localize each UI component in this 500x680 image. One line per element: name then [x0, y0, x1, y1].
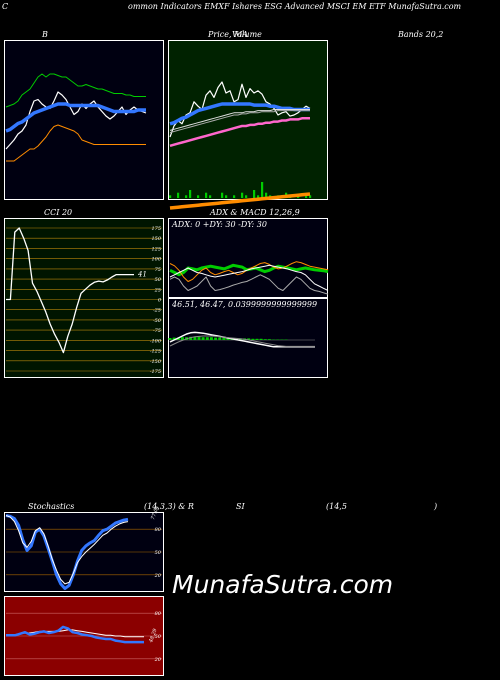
- macd-hist-bar: [197, 336, 201, 340]
- volume-bar: [189, 190, 192, 198]
- rsi-title: SI: [236, 502, 245, 511]
- adx-values: ADX: 0 +DY: 30 -DY: 30: [172, 220, 267, 229]
- bands-title-b: B: [42, 30, 48, 39]
- rsi-line: [6, 625, 144, 644]
- macd-hist-bar: [209, 337, 213, 340]
- rsi-tick-label: 80: [155, 611, 162, 617]
- cci-tick-label: 125: [151, 246, 161, 252]
- volume-title: Volume: [232, 30, 262, 39]
- macd-hist-bar: [172, 337, 176, 340]
- adx-series-2: [169, 264, 329, 291]
- volume-bar: [221, 192, 224, 198]
- cci-tick-label: -150: [150, 359, 162, 365]
- macd-hist-bar: [218, 337, 222, 340]
- adx-macd-title: ADX & MACD 12,26,9: [210, 208, 300, 217]
- volume-bar: [241, 192, 244, 198]
- volume-bar: [305, 195, 308, 198]
- macd-hist-bar: [222, 337, 226, 340]
- adx-panel: [168, 218, 328, 298]
- volume-bar: [245, 195, 248, 198]
- macd-hist-bar: [201, 337, 205, 340]
- price-ma-title: Price, MA: [208, 30, 249, 39]
- stoch-tick-label: 20: [154, 573, 162, 579]
- stoch-title: Stochastics: [28, 502, 75, 511]
- stoch-k-line: [5, 514, 129, 590]
- macd-hist-bar: [247, 338, 251, 340]
- bands-title: Bands 20,2: [398, 30, 444, 39]
- bands-panel: [4, 40, 164, 200]
- bands-series-1: [5, 102, 146, 133]
- volume-bar: [265, 192, 268, 198]
- volume-bar: [261, 182, 264, 198]
- cci-tick-label: 25: [154, 287, 161, 293]
- stoch-d-line: [5, 515, 129, 585]
- cci-title: CCI 20: [44, 208, 73, 217]
- macd-hist-bar: [205, 337, 209, 340]
- volume-bar: [177, 192, 180, 198]
- volume-bar: [233, 195, 236, 198]
- stoch-tick-label: 50: [155, 550, 162, 556]
- price-series-1: [169, 102, 310, 126]
- bands-series-2: [5, 73, 146, 108]
- cci-tick-label: -175: [150, 369, 161, 375]
- price-series-3: [169, 110, 310, 134]
- volume-bar: [309, 195, 312, 198]
- rsi-tick-label: 20: [154, 657, 162, 663]
- cci-tick-label: 75: [155, 267, 161, 273]
- cci-tick-label: -75: [153, 328, 161, 334]
- volume-bar: [257, 195, 260, 198]
- rsi-params-close: ): [434, 502, 438, 511]
- volume-bar: [253, 190, 256, 198]
- volume-bar: [185, 195, 188, 198]
- rsi-last-label: 48.29: [148, 627, 159, 644]
- stoch-tick-label: 80: [155, 527, 162, 533]
- volume-bar: [197, 195, 200, 198]
- stoch-last-label: 77.04: [150, 505, 161, 521]
- stoch-params: (14,3,3) & R: [144, 502, 194, 511]
- adx-series-1: [169, 261, 329, 282]
- macd-hist-bar: [267, 339, 271, 340]
- macd-hist-bar: [168, 338, 172, 340]
- watermark: MunafaSutra.com: [172, 570, 394, 599]
- cci-tick-label: -125: [150, 349, 161, 355]
- cci-tick-label: 50: [155, 277, 162, 283]
- macd-hist-bar: [255, 338, 259, 340]
- cci-tick-label: -50: [153, 318, 162, 324]
- macd-hist-bar: [251, 338, 255, 340]
- macd-hist-bar: [214, 337, 218, 340]
- adx-series-3: [169, 274, 329, 295]
- price-series-4: [169, 117, 310, 148]
- cci-tick-label: 150: [151, 236, 161, 242]
- cci-tick-label: 0: [158, 298, 162, 304]
- macd-hist-bar: [259, 338, 263, 340]
- cci-panel: [4, 218, 164, 378]
- macd-hist-bar: [263, 339, 267, 340]
- macd-signal-line: [169, 335, 315, 347]
- price-series-2: [169, 109, 310, 131]
- rsi-params: (14,5: [326, 502, 347, 511]
- volume-bar: [225, 195, 228, 198]
- bands-series-0: [5, 91, 147, 150]
- rsi-tick-label: 50: [155, 634, 162, 640]
- macd-hist-bar: [180, 337, 184, 340]
- macd-hist-bar: [226, 338, 230, 340]
- macd-hist-bar: [189, 336, 193, 340]
- cci-tick-label: 100: [151, 257, 161, 263]
- volume-ma-line: [169, 192, 311, 210]
- cci-tick-label: -100: [150, 338, 162, 344]
- macd-values: 46.51, 46.47, 0.0399999999999999: [172, 300, 318, 309]
- header-title: ommon Indicators EMXF Ishares ESG Advanc…: [128, 2, 462, 11]
- bands-series-3: [6, 124, 146, 162]
- cci-tick-label: 175: [151, 226, 161, 232]
- cci-tick-label: -25: [153, 308, 161, 314]
- volume-bar: [209, 195, 212, 198]
- price-series-0: [169, 81, 311, 138]
- volume-bar: [205, 192, 208, 198]
- cci-last-label: 41: [137, 271, 147, 279]
- cci-line: [6, 227, 134, 354]
- header-c: C: [2, 2, 9, 11]
- macd-hist-bar: [193, 336, 197, 340]
- volume-bar: [169, 195, 172, 198]
